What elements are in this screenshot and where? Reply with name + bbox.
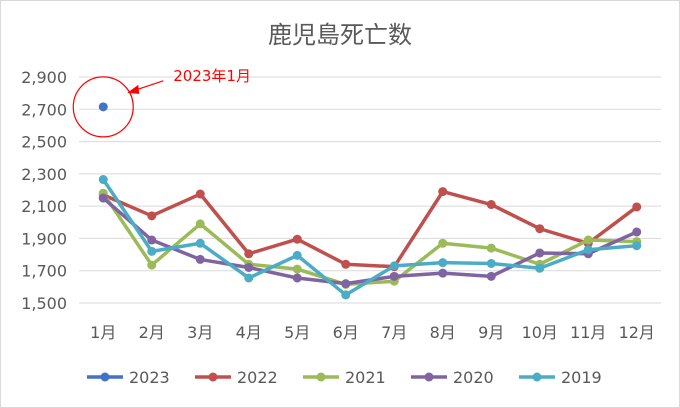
legend-swatch-marker xyxy=(532,372,542,382)
x-tick-label: 8月 xyxy=(430,323,456,342)
y-axis-ticks: 1,500 1,700 1,900 2,100 2,300 2,500 2,700 2,900 xyxy=(21,68,67,313)
series-line-2021 xyxy=(101,192,637,287)
data-point-2019 xyxy=(341,290,351,300)
legend-label: 2019 xyxy=(561,368,602,387)
data-point-2019 xyxy=(195,238,205,248)
legend-swatch-marker xyxy=(316,372,326,382)
data-point-2022 xyxy=(486,200,496,210)
series-2022 xyxy=(98,187,642,272)
series-lines xyxy=(98,102,642,300)
data-point-2020 xyxy=(244,262,254,272)
data-point-2019 xyxy=(632,241,642,251)
x-tick-label: 9月 xyxy=(478,323,504,342)
data-point-2022 xyxy=(632,202,642,212)
series-2023 xyxy=(98,102,108,112)
annotation-arrowhead xyxy=(127,84,140,94)
legend-swatch-marker xyxy=(424,372,434,382)
data-point-2020 xyxy=(389,271,399,281)
x-tick-label: 3月 xyxy=(187,323,213,342)
data-point-2022 xyxy=(147,211,157,221)
legend-label: 2021 xyxy=(345,368,386,387)
data-point-2022 xyxy=(195,189,205,199)
x-tick-label: 2月 xyxy=(139,323,165,342)
x-tick-label: 10月 xyxy=(522,323,558,342)
data-point-2019 xyxy=(535,263,545,273)
x-tick-label: 12月 xyxy=(619,323,655,342)
annotation-label: 2023年1月 xyxy=(173,67,251,85)
data-point-2019 xyxy=(486,258,496,268)
y-tick-label: 2,700 xyxy=(21,100,67,119)
data-point-2021 xyxy=(147,260,157,270)
data-point-2022 xyxy=(535,224,545,234)
x-tick-label: 11月 xyxy=(570,323,606,342)
legend-item-2020: 2020 xyxy=(411,368,494,387)
data-point-2020 xyxy=(438,268,448,278)
data-point-2021 xyxy=(195,219,205,229)
data-point-2020 xyxy=(292,273,302,283)
y-tick-label: 2,500 xyxy=(21,133,67,152)
legend-label: 2020 xyxy=(453,368,494,387)
data-point-2020 xyxy=(341,279,351,289)
data-point-2019 xyxy=(292,250,302,260)
data-point-2021 xyxy=(583,235,593,245)
y-tick-label: 1,900 xyxy=(21,229,67,248)
data-point-2023 xyxy=(98,102,108,112)
series-line-2019 xyxy=(101,178,637,297)
data-point-2021 xyxy=(438,238,448,248)
data-point-2019 xyxy=(244,273,254,283)
x-axis-ticks: 1月 2月 3月 4月 5月 6月 7月 8月 9月 10月 11月 12月 xyxy=(90,323,655,342)
legend-swatch-marker xyxy=(208,372,218,382)
y-tick-label: 2,900 xyxy=(21,68,67,87)
data-point-2019 xyxy=(389,261,399,271)
annotation: 2023年1月 xyxy=(72,67,251,138)
legend-label: 2023 xyxy=(129,368,170,387)
data-point-2020 xyxy=(632,227,642,237)
series-line-2022 xyxy=(102,189,638,269)
legend-label: 2022 xyxy=(237,368,278,387)
data-point-2019 xyxy=(98,175,108,185)
legend-item-2019: 2019 xyxy=(519,368,602,387)
data-point-2020 xyxy=(486,271,496,281)
chart-title: 鹿児島死亡数 xyxy=(268,21,412,49)
data-point-2020 xyxy=(147,235,157,245)
data-point-2019 xyxy=(147,246,157,256)
gridlines xyxy=(79,76,661,304)
x-tick-label: 6月 xyxy=(333,323,359,342)
legend-item-2023: 2023 xyxy=(87,368,170,387)
data-point-2020 xyxy=(98,193,108,203)
data-point-2020 xyxy=(195,254,205,264)
legend-item-2022: 2022 xyxy=(195,368,278,387)
annotation-circle xyxy=(72,76,134,138)
y-tick-label: 2,300 xyxy=(21,165,67,184)
x-tick-label: 1月 xyxy=(90,323,116,342)
data-point-2022 xyxy=(341,259,351,269)
x-tick-label: 7月 xyxy=(381,323,407,342)
data-point-2022 xyxy=(244,249,254,259)
data-point-2022 xyxy=(438,187,448,197)
y-tick-label: 2,100 xyxy=(21,197,67,216)
data-point-2022 xyxy=(292,234,302,244)
legend-item-2021: 2021 xyxy=(303,368,386,387)
legend: 2023 2022 2021 2020 2019 xyxy=(87,368,602,387)
data-point-2021 xyxy=(292,264,302,274)
data-point-2019 xyxy=(438,258,448,268)
x-tick-label: 5月 xyxy=(284,323,310,342)
data-point-2019 xyxy=(583,245,593,255)
legend-swatch-marker xyxy=(100,372,110,382)
x-tick-label: 4月 xyxy=(236,323,262,342)
y-tick-label: 1,500 xyxy=(21,294,67,313)
y-tick-label: 1,700 xyxy=(21,262,67,281)
data-point-2020 xyxy=(535,248,545,258)
series-2019 xyxy=(98,175,642,300)
data-point-2021 xyxy=(486,243,496,253)
